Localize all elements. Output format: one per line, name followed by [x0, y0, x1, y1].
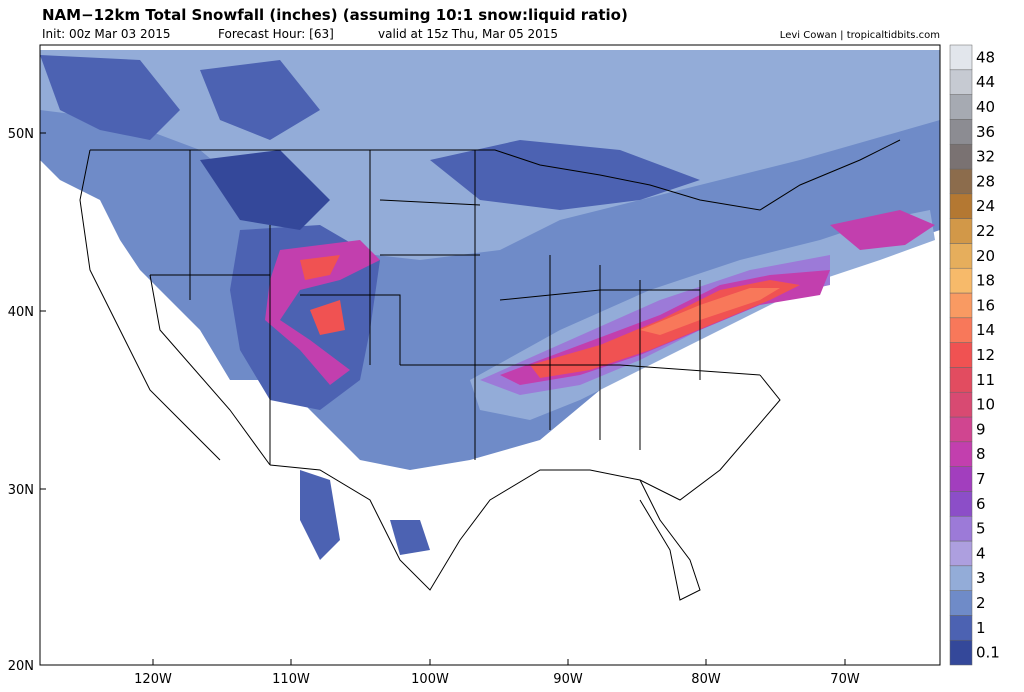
lon-label: 110W — [272, 672, 310, 687]
colorbar-swatch — [949, 292, 973, 319]
title: NAM−12km Total Snowfall (inches) (assumi… — [42, 6, 628, 24]
lat-label: 40N — [8, 305, 34, 320]
colorbar-label: 8 — [976, 445, 986, 463]
colorbar-label: 40 — [976, 98, 995, 116]
colorbar-swatch — [949, 94, 973, 120]
colorbar-swatch — [949, 416, 973, 443]
colorbar-label: 48 — [976, 48, 995, 66]
colorbar-label: 4 — [976, 544, 986, 562]
colorbar-label: 9 — [976, 420, 986, 438]
forecast-hour: Forecast Hour: [63] — [218, 27, 334, 41]
colorbar-swatch — [949, 367, 973, 393]
lon-label: 80W — [691, 672, 721, 687]
colorbar-swatch — [949, 119, 973, 145]
colorbar-swatch — [949, 466, 973, 492]
colorbar-label: 32 — [976, 148, 995, 166]
colorbar-swatch — [949, 168, 973, 195]
colorbar-swatch — [949, 267, 973, 294]
colorbar-swatch — [949, 515, 973, 542]
colorbar-label: 6 — [976, 495, 986, 513]
colorbar-swatch — [949, 391, 973, 418]
lat-label: 50N — [8, 127, 34, 142]
colorbar-swatch — [949, 143, 973, 170]
map-area — [39, 44, 941, 666]
lon-label: 70W — [830, 672, 860, 687]
colorbar-swatch — [949, 218, 973, 244]
colorbar-swatch — [949, 44, 973, 71]
credit: Levi Cowan | tropicaltidbits.com — [780, 30, 940, 41]
colorbar-label: 22 — [976, 222, 995, 240]
colorbar-label: 0.1 — [976, 644, 1000, 662]
colorbar-label: 24 — [976, 197, 995, 215]
colorbar-label: 16 — [976, 296, 995, 314]
colorbar-label: 14 — [976, 321, 995, 339]
colorbar-swatch — [949, 342, 973, 368]
colorbar-swatch — [949, 590, 973, 616]
colorbar-swatch — [949, 243, 973, 269]
colorbar-label: 18 — [976, 272, 995, 290]
colorbar: 0.11234567891011121416182022242832364044… — [949, 44, 1000, 666]
colorbar-swatch — [949, 193, 973, 219]
colorbar-swatch — [949, 565, 973, 591]
colorbar-swatch — [949, 491, 973, 517]
colorbar-swatch — [949, 540, 973, 567]
lat-label: 30N — [8, 483, 34, 498]
colorbar-label: 44 — [976, 73, 995, 91]
colorbar-label: 12 — [976, 346, 995, 364]
lon-label: 90W — [553, 672, 583, 687]
colorbar-label: 20 — [976, 247, 995, 265]
map-axes: 50N 40N 30N 20N 120W 110W 100W 90W 80W 70W — [8, 127, 860, 687]
colorbar-label: 7 — [976, 470, 986, 488]
colorbar-swatch — [949, 639, 973, 666]
valid-time: valid at 15z Thu, Mar 05 2015 — [378, 27, 558, 41]
colorbar-swatch — [949, 441, 973, 467]
lat-label: 20N — [8, 659, 34, 674]
colorbar-swatch — [949, 69, 973, 95]
colorbar-label: 1 — [976, 619, 986, 637]
lon-label: 120W — [134, 672, 172, 687]
colorbar-label: 2 — [976, 594, 986, 612]
init-time: Init: 00z Mar 03 2015 — [42, 27, 171, 41]
colorbar-label: 10 — [976, 396, 995, 414]
colorbar-label: 3 — [976, 569, 986, 587]
colorbar-swatch — [949, 615, 973, 641]
lon-label: 100W — [411, 672, 449, 687]
colorbar-label: 5 — [976, 520, 986, 538]
colorbar-label: 36 — [976, 123, 995, 141]
colorbar-label: 28 — [976, 172, 995, 190]
colorbar-swatch — [949, 317, 973, 343]
colorbar-label: 11 — [976, 371, 995, 389]
